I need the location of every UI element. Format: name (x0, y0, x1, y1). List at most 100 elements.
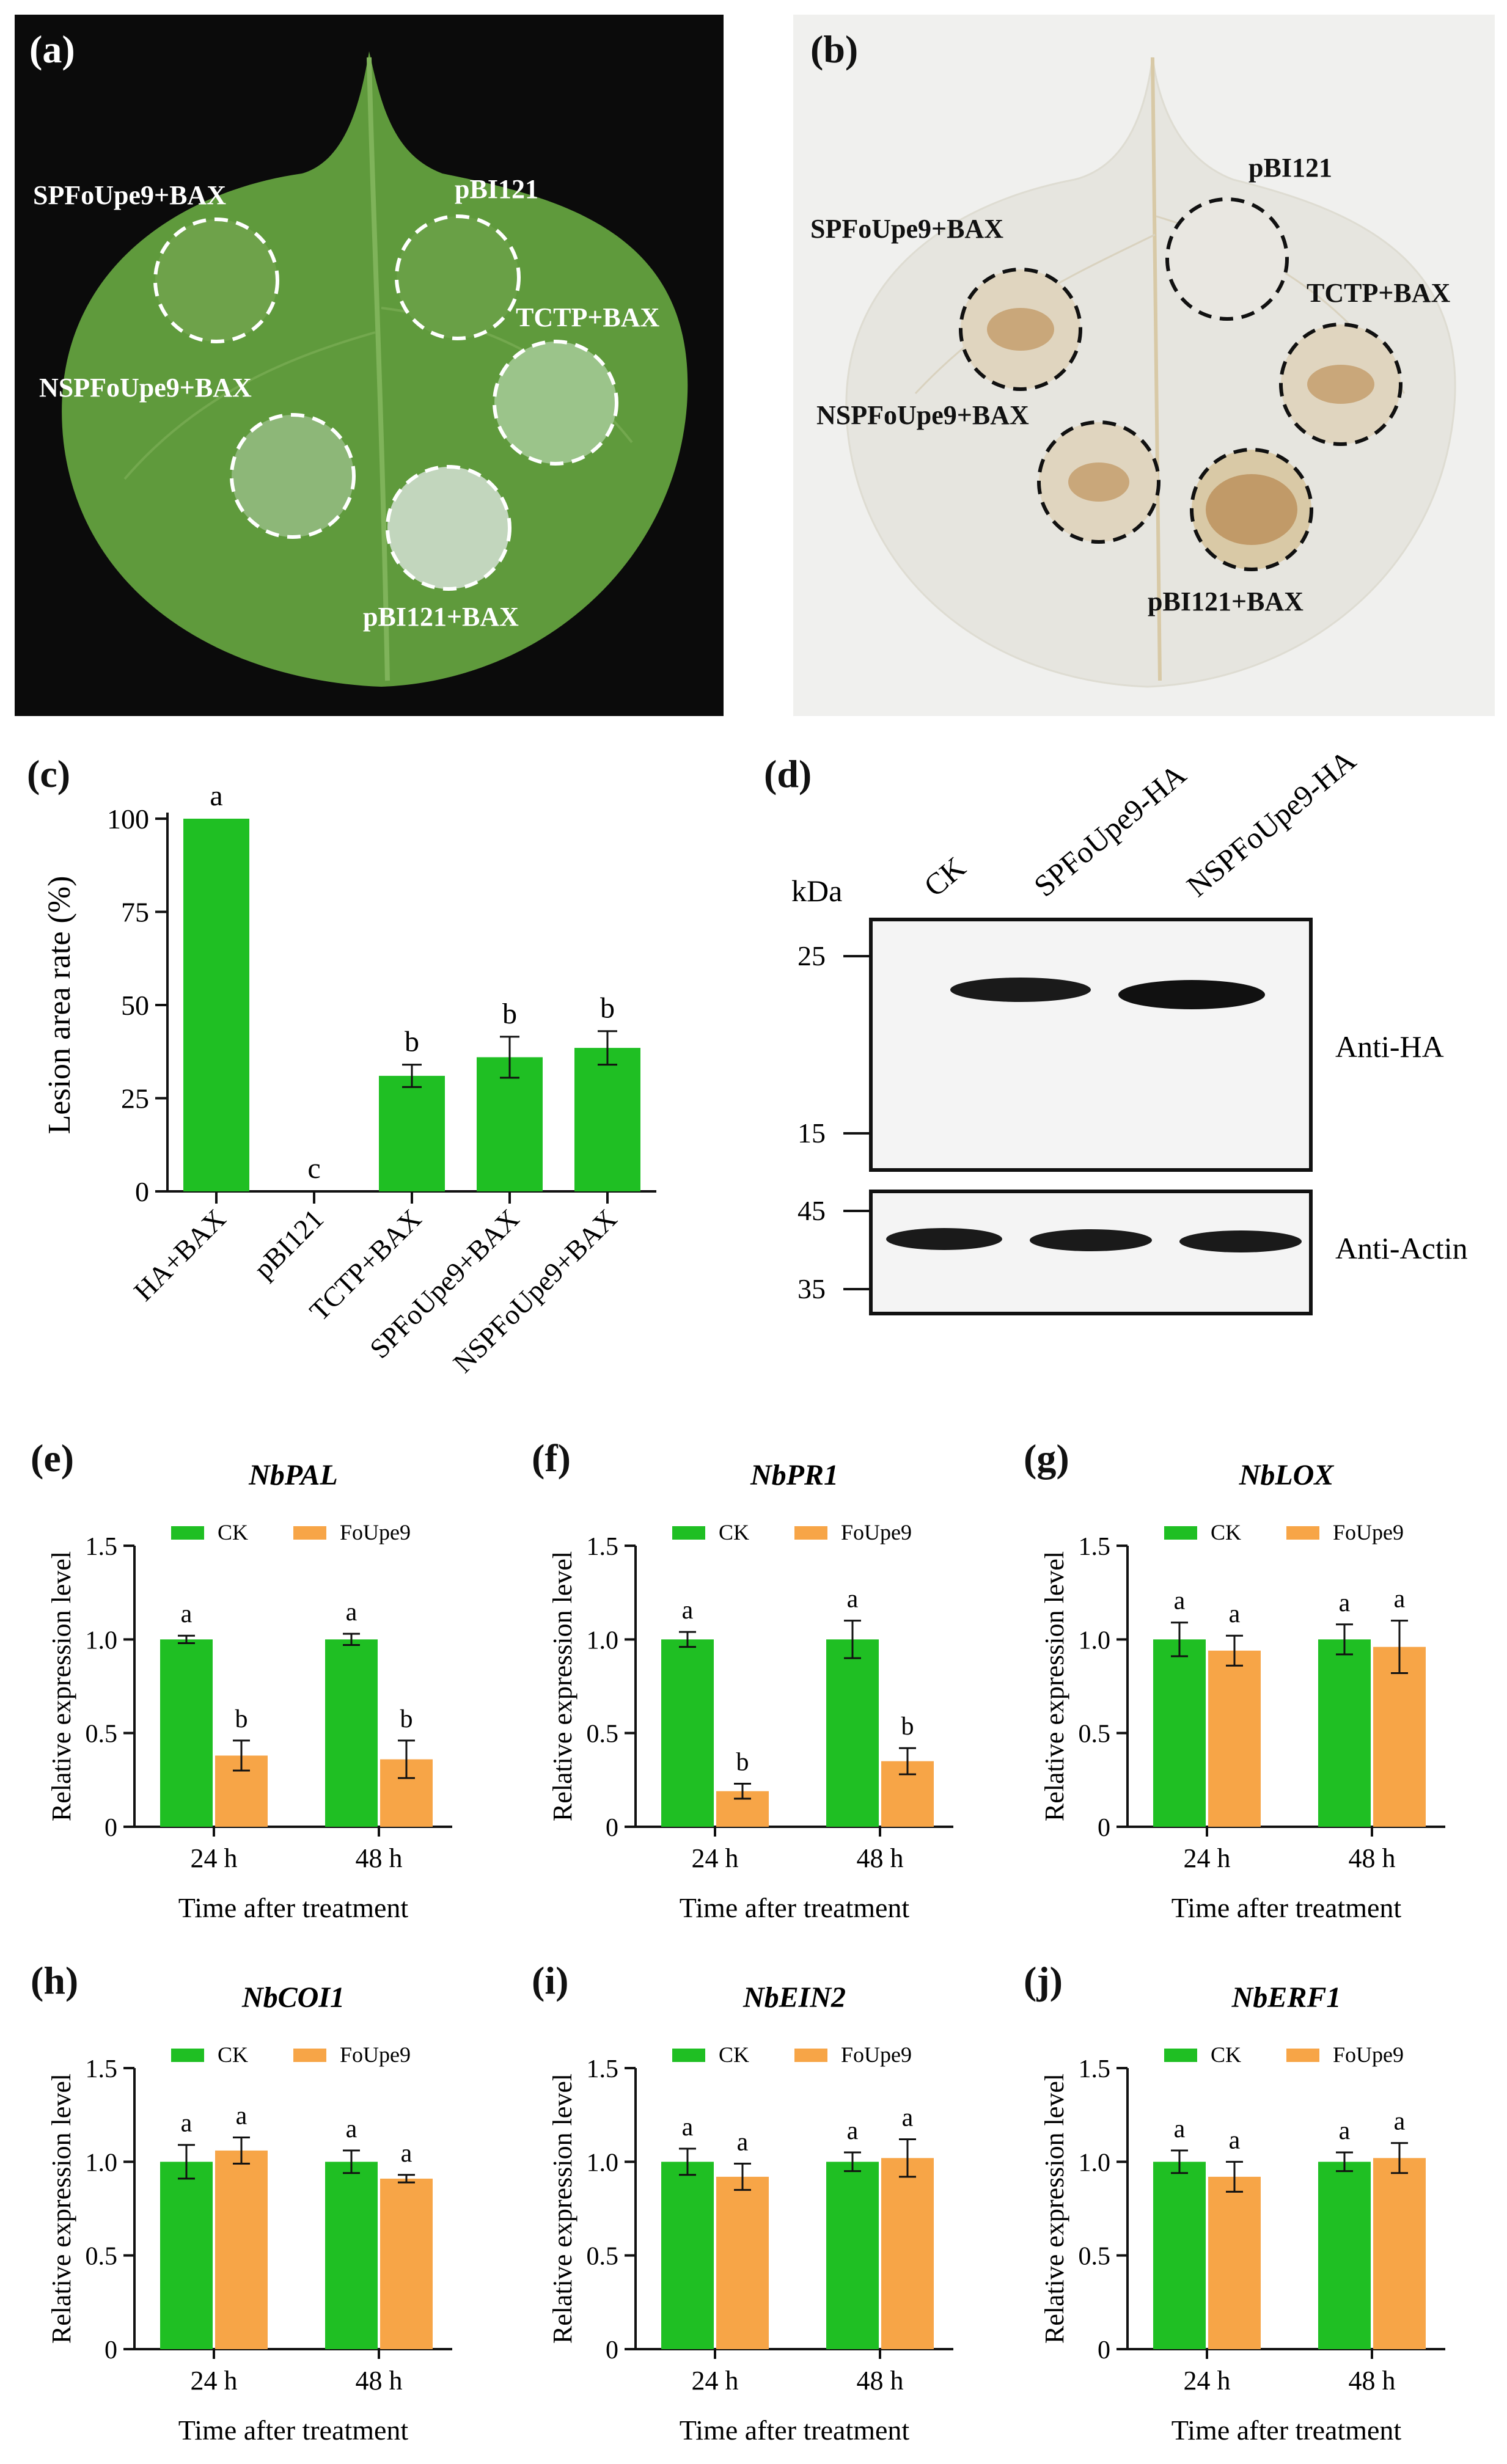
legend-label: CK (1211, 1520, 1241, 1545)
significance-letter: a (236, 2102, 248, 2130)
significance-letter: b (736, 1748, 749, 1776)
spot-a-label-1: SPFoUpe9+BAX (33, 180, 226, 210)
x-tick-label: 48 h (1349, 2366, 1396, 2396)
y-tick-label: 0 (606, 1814, 618, 1842)
y-tick-label: 1.0 (86, 1626, 118, 1654)
panel-d: (d) kDa CK SPFoUpe9-HA NSPFoUpe9-HA 25 1… (752, 743, 1497, 1362)
expression-chart-e: NbPAL 0 0.5 1.0 1.5 Relative expression level… (46, 1459, 452, 1923)
significance-letter: a (210, 780, 222, 812)
lesion-chart: 0 25 50 75 100 Lesion area rate (%) a HA+BAX c pB… (42, 780, 656, 1379)
spot-b-label-2: SPFoUpe9+BAX (810, 214, 1003, 244)
marker-45: 45 (798, 1195, 826, 1226)
y-tick-label: 1.5 (1079, 2055, 1111, 2083)
panel-c: (c) 0 25 50 75 100 Lesion area rate (%) a HA+BA… (15, 751, 736, 1424)
marker-35: 35 (798, 1273, 826, 1304)
legend-label: CK (218, 1520, 248, 1545)
legend-label: FoUpe9 (1333, 2042, 1404, 2067)
leaf-a-vein-left (123, 331, 376, 480)
x-tick-label: HA+BAX (128, 1203, 232, 1307)
bar (1373, 2158, 1426, 2349)
band-actin-nsp (1179, 1230, 1302, 1252)
legend-swatch (171, 1526, 204, 1540)
y-tick-label: 0 (606, 2336, 618, 2364)
y-tick-label: 1.0 (86, 2149, 118, 2177)
bar (1208, 1650, 1261, 1827)
panel-h: (h) NbCOI1 0 0.5 1.0 1.5 Relative expression … (12, 1958, 501, 2459)
lesion-b-2 (987, 308, 1054, 351)
expression-chart-j: NbERF1 0 0.5 1.0 1.5 Relative expression leve… (1040, 1981, 1445, 2446)
y-tick-label: 0.5 (1079, 2243, 1111, 2271)
y-tick-label: 75 (121, 897, 149, 928)
y-tick-label: 100 (107, 803, 149, 835)
chart-title: NbLOX (1239, 1459, 1335, 1491)
x-tick-label: 48 h (356, 1843, 403, 1873)
legend-swatch (672, 2049, 705, 2062)
expression-chart-h: NbCOI1 0 0.5 1.0 1.5 Relative expression leve… (46, 1981, 452, 2446)
marker-25: 25 (798, 940, 826, 971)
spot-a-5 (386, 465, 512, 591)
bar (1318, 1639, 1371, 1827)
x-axis-label: Time after treatment (680, 1892, 910, 1923)
y-tick-label: 0.5 (86, 1720, 118, 1749)
band-ha-nsp (1118, 980, 1265, 1009)
y-tick-label: 1.5 (587, 1533, 619, 1561)
x-axis-label: Time after treatment (1172, 2415, 1402, 2446)
band-actin-ck (886, 1228, 1002, 1250)
legend-swatch (1164, 1526, 1197, 1540)
significance-letter: a (1394, 2108, 1406, 2136)
significance-letter: a (682, 1596, 694, 1625)
spot-a-1 (153, 218, 279, 343)
y-axis-label: Relative expression level (548, 1551, 578, 1821)
bar (160, 1639, 213, 1827)
spot-b-label-3: TCTP+BAX (1307, 278, 1451, 308)
bar (1318, 2162, 1371, 2349)
panel-j-label: (j) (1024, 1959, 1063, 2002)
y-tick-label: 1.5 (86, 1533, 118, 1561)
spot-b-label-1: pBI121 (1248, 153, 1332, 183)
significance-letter: a (1339, 1589, 1351, 1617)
legend-swatch (1286, 2049, 1319, 2062)
band-ha-sp (950, 978, 1091, 1002)
bar (1153, 2162, 1206, 2349)
y-tick-label: 25 (121, 1083, 149, 1114)
spot-a-2 (395, 214, 521, 340)
chart-title: NbERF1 (1231, 1981, 1341, 2014)
spot-a-label-5: pBI121+BAX (363, 602, 519, 632)
lane-label-nsp: NSPFoUpe9-HA (1180, 751, 1362, 903)
leaf-photo-b: pBI121 SPFoUpe9+BAX TCTP+BAX NSPFoUpe9+B… (793, 15, 1495, 716)
significance-letter: b (901, 1713, 914, 1741)
blot-ha (869, 918, 1313, 1172)
bar (477, 1057, 543, 1191)
legend-swatch (794, 1526, 827, 1540)
x-tick-label: 24 h (1184, 2366, 1231, 2396)
significance-letter: b (502, 998, 517, 1030)
y-tick-label: 0.5 (587, 1720, 619, 1749)
bar (325, 1639, 378, 1827)
y-tick-label: 0 (105, 2336, 117, 2364)
significance-letter: a (346, 1598, 358, 1626)
x-tick-label: 24 h (191, 1843, 238, 1873)
bar (1153, 1639, 1206, 1827)
marker-15: 15 (798, 1117, 826, 1149)
legend-label: FoUpe9 (340, 2042, 411, 2067)
significance-letter: a (902, 2104, 914, 2132)
significance-letter: b (400, 1705, 413, 1733)
significance-letter: b (405, 1026, 419, 1058)
leaf-photo-a: SPFoUpe9+BAX pBI121 TCTP+BAX NSPFoUpe9+B… (15, 15, 724, 716)
leaf-b-midrib (1151, 57, 1162, 681)
kda-label: kDa (791, 874, 842, 908)
panel-f: (f) NbPR1 0 0.5 1.0 1.5 Relative expression l… (513, 1436, 1002, 1937)
blot-actin (869, 1190, 1313, 1315)
spot-a-3 (493, 340, 618, 466)
y-tick-label: 0.5 (1079, 1720, 1111, 1749)
significance-letter: a (181, 1600, 193, 1628)
y-axis-label: Relative expression level (1040, 2074, 1069, 2344)
panel-b: pBI121 SPFoUpe9+BAX TCTP+BAX NSPFoUpe9+B… (793, 15, 1495, 716)
significance-letter: a (346, 2115, 358, 2143)
bar (379, 1075, 445, 1191)
leaf-a-midrib (367, 57, 390, 681)
x-axis-label: Time after treatment (1172, 1892, 1402, 1923)
y-tick-label: 0.5 (587, 2243, 619, 2271)
bar (1208, 2176, 1261, 2349)
spot-a-label-3: TCTP+BAX (516, 302, 660, 332)
